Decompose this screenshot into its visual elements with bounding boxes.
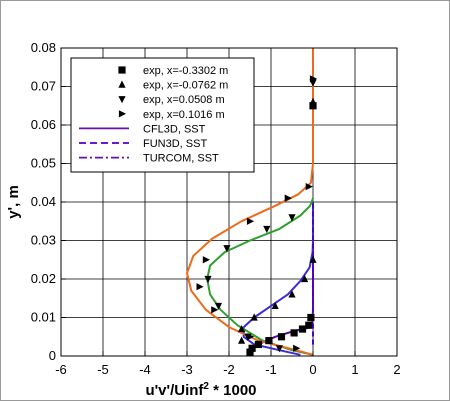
exp-marker-triangle-up (309, 255, 317, 263)
y-tick-label: 0.01 (31, 310, 56, 325)
exp-marker-triangle-right (246, 217, 255, 225)
legend-label: exp, x=0.1016 m (143, 109, 225, 121)
legend-label: CFL3D, SST (143, 123, 206, 135)
exp-marker-triangle-right (246, 333, 255, 341)
legend-marker-triangle-right (118, 110, 127, 118)
exp-marker-square (309, 102, 317, 110)
legend-marker-square (118, 66, 126, 74)
exp-marker-triangle-down (275, 345, 283, 353)
y-tick-label: 0.07 (31, 79, 56, 94)
y-tick-label: 0 (49, 348, 56, 363)
exp-marker-triangle-up (238, 336, 246, 344)
legend-marker-triangle-up (118, 80, 126, 88)
legend-label: FUN3D, SST (143, 138, 207, 150)
exp-marker-triangle-right (211, 306, 219, 314)
exp-marker-triangle-right (284, 194, 292, 202)
legend-label: TURCOM, SST (143, 153, 219, 165)
y-tick-label: 0.02 (31, 271, 56, 286)
legend-label: exp, x=0.0508 m (143, 94, 225, 106)
x-tick-label: -5 (97, 362, 109, 377)
x-tick-label: 2 (393, 362, 400, 377)
exp-marker-triangle-right (293, 344, 301, 352)
x-axis-label-superscript: 2 (203, 381, 209, 392)
y-axis-label: y', m (5, 185, 22, 219)
x-tick-label: -3 (181, 362, 193, 377)
marker-layer (196, 75, 318, 356)
exp-marker-triangle-up (250, 313, 258, 321)
exp-marker-square (290, 329, 298, 337)
x-tick-label: -2 (223, 362, 235, 377)
exp-marker-square (277, 333, 286, 341)
x-tick-label: -6 (55, 362, 67, 377)
exp-marker-square (298, 325, 307, 333)
exp-marker-triangle-up (309, 97, 317, 105)
exp-marker-triangle-up (301, 274, 309, 283)
exp-marker-square (305, 321, 313, 329)
x-axis-label-main: u'v'/Uinf (145, 382, 204, 399)
y-tick-label: 0.05 (31, 156, 56, 171)
exp-marker-triangle-down (204, 275, 212, 284)
y-tick-label: 0.03 (31, 233, 56, 248)
x-tick-label: -4 (139, 362, 151, 377)
x-tick-label: 1 (351, 362, 358, 377)
exp-marker-triangle-right (309, 75, 318, 83)
exp-marker-triangle-right (196, 283, 204, 291)
y-tick-label: 0.08 (31, 40, 56, 55)
exp-marker-triangle-down (223, 245, 231, 253)
legend: exp, x=-0.3302 m exp, x=-0.0762 m exp, x=0… (70, 57, 255, 173)
x-tick-label: -1 (265, 362, 277, 377)
exp-marker-square (248, 344, 256, 352)
exp-marker-triangle-up (246, 348, 254, 356)
exp-marker-square (307, 313, 315, 322)
x-axis-label: u'v'/Uinf2 * 1000 (145, 381, 256, 399)
exp-marker-triangle-down (288, 214, 296, 222)
exp-marker-triangle-right (202, 256, 210, 264)
legend-box (70, 57, 255, 173)
exp-marker-square (254, 340, 262, 349)
y-tick-label: 0.04 (31, 194, 56, 209)
exp-marker-triangle-up (238, 324, 246, 333)
axis-ticks: -6 -5 -4 -3 -2 -1 0 1 2 0 0.01 0.02 0.03 0.04 0.05 0.06… (31, 40, 401, 377)
exp-marker-triangle-right (305, 183, 313, 191)
x-axis-label-suffix: * 1000 (209, 382, 257, 399)
exp-marker-square (265, 337, 273, 345)
exp-marker-triangle-down (214, 302, 223, 311)
exp-marker-triangle-up (288, 290, 296, 298)
exp-marker-triangle-up (271, 301, 279, 310)
legend-label: exp, x=-0.0762 m (143, 80, 228, 92)
exp-marker-triangle-down (263, 225, 271, 234)
legend-marker-triangle-down (118, 96, 126, 104)
x-tick-label: 0 (309, 362, 316, 377)
y-tick-label: 0.06 (31, 117, 56, 132)
series-line-3 (206, 197, 314, 356)
legend-label: exp, x=-0.3302 m (143, 65, 228, 77)
